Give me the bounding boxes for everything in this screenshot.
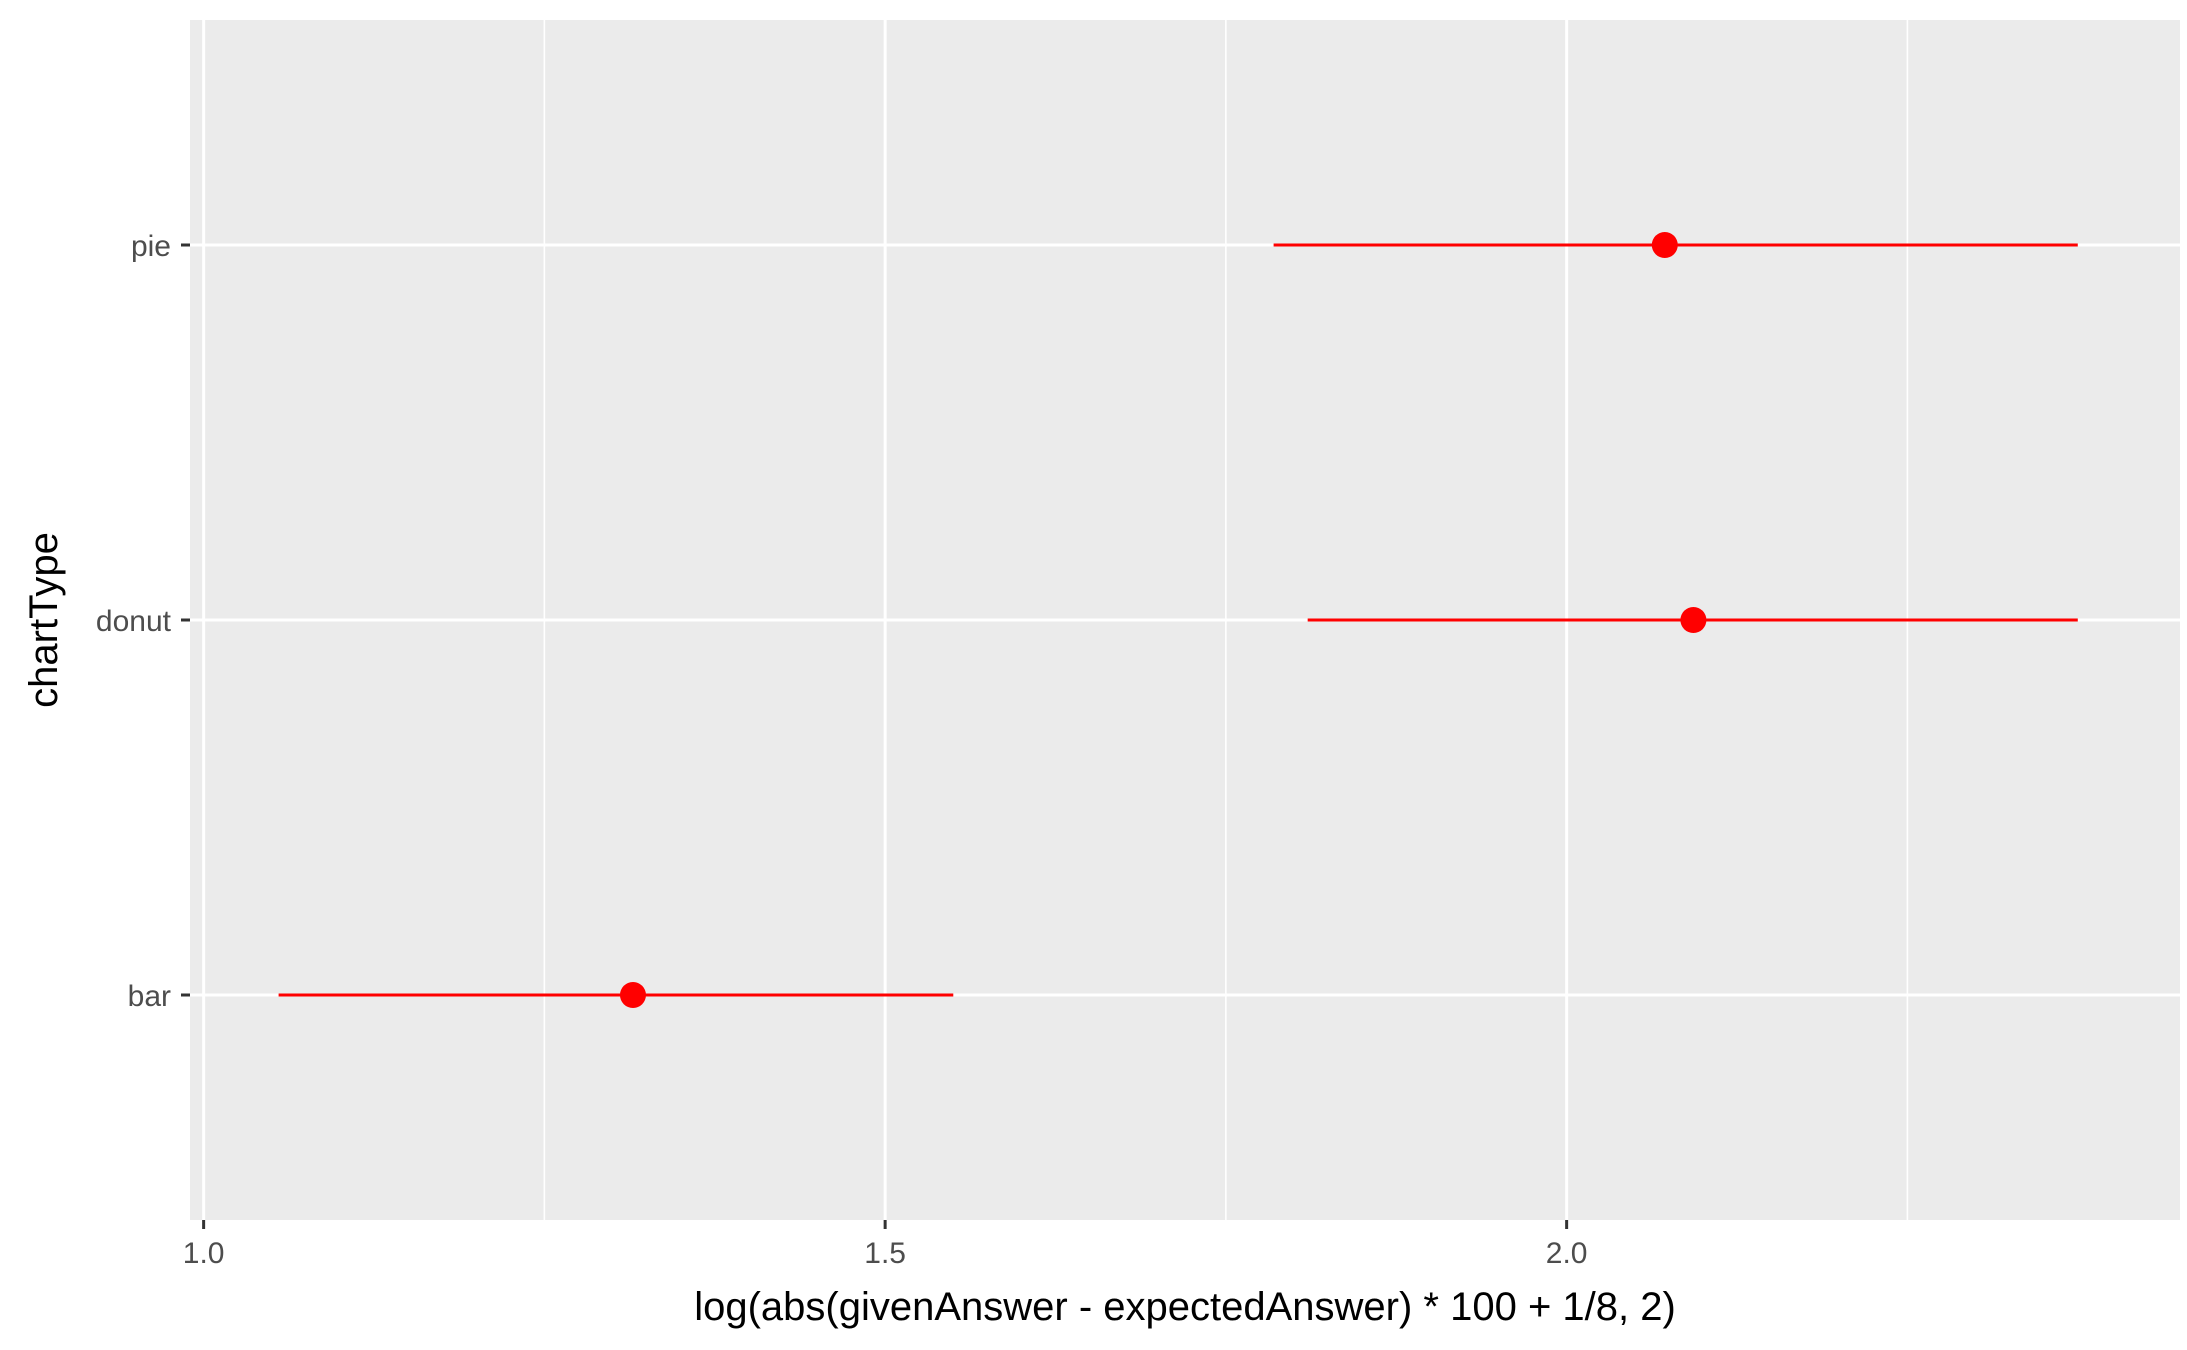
x-tick-label: 1.5 [864,1237,906,1270]
point-bar [619,982,646,1008]
x-tick-labels: 1.0 1.5 2.0 [183,1237,1588,1270]
x-tick-label: 2.0 [1546,1237,1588,1270]
y-tick-label: donut [96,605,172,638]
x-axis-title: log(abs(givenAnswer - expectedAnswer) * … [694,1285,1676,1329]
y-tick-label: bar [128,980,171,1013]
x-tick-label: 1.0 [183,1237,225,1270]
y-axis-title: chartType [22,532,66,708]
point-pie [1651,232,1678,258]
points [619,232,1707,1008]
axis-ticks [181,243,1569,1229]
point-donut [1680,607,1707,633]
y-tick-label: pie [131,230,171,263]
y-tick-labels: bar donut pie [96,230,172,1013]
